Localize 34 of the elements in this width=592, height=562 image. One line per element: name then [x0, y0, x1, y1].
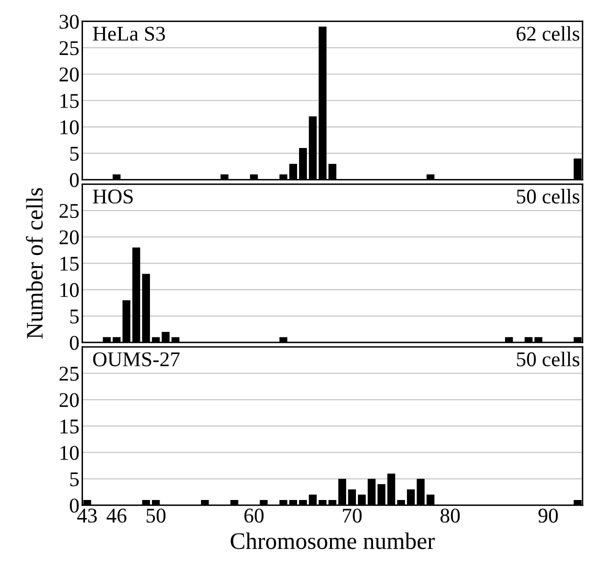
annotation: 50 cells	[517, 188, 580, 204]
y-tick-label: 15	[60, 94, 79, 108]
x-tick-label: 60	[244, 508, 264, 523]
x-axis-title: Chromosome number	[230, 532, 435, 550]
y-axis-title: Number of cells	[26, 188, 43, 339]
y-tick-label: 15	[60, 420, 79, 434]
y-tick-label: 30	[60, 14, 79, 29]
y-tick-label: 10	[60, 283, 79, 298]
x-tick-label: 80	[440, 508, 460, 523]
x-tick-label: 90	[538, 508, 558, 523]
x-tick-label: 70	[342, 508, 362, 523]
y-tick-label: 15	[60, 256, 79, 271]
annotation: 50 cells	[517, 352, 580, 366]
y-tick-label: 25	[60, 204, 79, 218]
y-tick-label: 20	[60, 393, 79, 408]
chart-title: HeLa S3	[92, 26, 165, 41]
x-tick-label: 46	[106, 508, 126, 523]
y-tick-label: 0	[70, 336, 79, 350]
y-tick-label: 10	[60, 120, 79, 134]
y-tick-label: 10	[60, 446, 79, 460]
y-tick-label: 5	[70, 146, 79, 161]
y-tick-label: 20	[60, 67, 79, 82]
y-tick-label: 5	[70, 472, 79, 486]
chart-title: OUMS-27	[93, 352, 180, 366]
y-tick-label: 20	[60, 230, 79, 244]
y-tick-label: 5	[70, 310, 79, 324]
y-tick-label: 25	[60, 366, 79, 381]
y-tick-label: 0	[70, 498, 79, 513]
chart-title: HOS	[92, 190, 133, 204]
annotation: 62 cells	[516, 26, 580, 41]
y-tick-label: 25	[60, 41, 79, 56]
y-tick-label: 0	[70, 173, 79, 188]
x-tick-label: 43	[77, 508, 97, 523]
x-tick-label: 50	[146, 508, 166, 523]
